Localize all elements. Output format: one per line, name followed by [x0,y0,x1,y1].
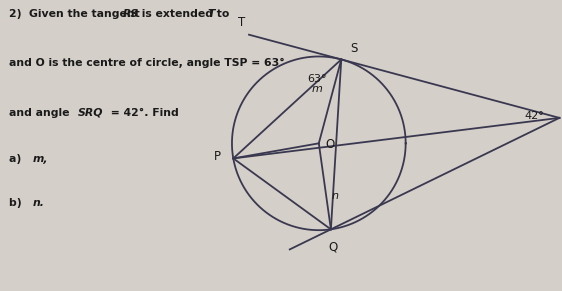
Text: T: T [207,9,215,19]
Text: 63°: 63° [307,74,327,84]
Text: and angle: and angle [8,108,73,118]
Text: and O is the centre of circle, angle TSP = 63°: and O is the centre of circle, angle TSP… [8,58,284,68]
Text: m: m [312,84,323,94]
Text: a): a) [8,154,25,164]
Text: T: T [238,16,246,29]
Text: RS: RS [123,9,139,19]
Text: S: S [350,42,357,55]
Text: 42°: 42° [524,111,544,121]
Text: is extended to: is extended to [138,9,233,19]
Text: = 42°. Find: = 42°. Find [107,108,179,118]
Text: n.: n. [33,198,45,208]
Text: 2)  Given the tangent: 2) Given the tangent [8,9,143,19]
Text: n: n [332,191,339,201]
Text: O: O [325,138,334,151]
Text: SRQ: SRQ [78,108,103,118]
Text: m,: m, [33,154,48,164]
Text: b): b) [8,198,25,208]
Text: Q: Q [328,241,337,254]
Text: P: P [214,150,221,163]
